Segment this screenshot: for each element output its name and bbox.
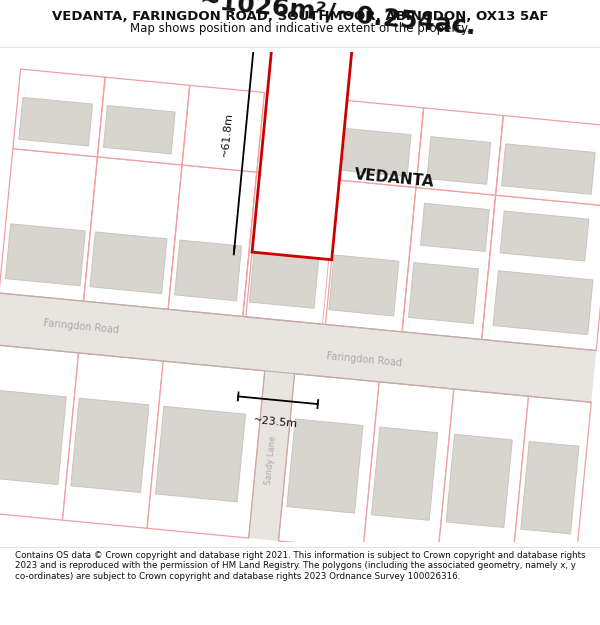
Polygon shape xyxy=(252,23,354,260)
Polygon shape xyxy=(322,180,416,332)
Polygon shape xyxy=(19,98,92,146)
Text: ~1026m²/~0.254ac.: ~1026m²/~0.254ac. xyxy=(197,0,477,39)
Polygon shape xyxy=(175,240,242,301)
Polygon shape xyxy=(337,100,424,188)
Polygon shape xyxy=(502,144,595,194)
Polygon shape xyxy=(83,157,182,309)
Text: Contains OS data © Crown copyright and database right 2021. This information is : Contains OS data © Crown copyright and d… xyxy=(15,551,586,581)
Polygon shape xyxy=(493,271,593,334)
Text: Map shows position and indicative extent of the property.: Map shows position and indicative extent… xyxy=(130,22,470,35)
Polygon shape xyxy=(287,419,363,513)
Polygon shape xyxy=(446,434,512,528)
Polygon shape xyxy=(438,389,529,564)
Polygon shape xyxy=(90,232,167,294)
Polygon shape xyxy=(500,211,589,261)
Polygon shape xyxy=(0,390,67,484)
Polygon shape xyxy=(512,396,591,569)
Polygon shape xyxy=(416,108,503,195)
Polygon shape xyxy=(168,165,257,316)
Polygon shape xyxy=(147,361,265,538)
Polygon shape xyxy=(246,92,347,324)
Polygon shape xyxy=(97,78,190,165)
Text: Faringdon Road: Faringdon Road xyxy=(43,318,119,336)
Polygon shape xyxy=(248,371,295,541)
Text: VEDANTA: VEDANTA xyxy=(354,167,436,189)
Polygon shape xyxy=(482,195,600,351)
Polygon shape xyxy=(249,248,319,308)
Polygon shape xyxy=(371,427,437,520)
Polygon shape xyxy=(13,69,105,157)
Polygon shape xyxy=(363,382,454,556)
Polygon shape xyxy=(5,224,85,286)
Polygon shape xyxy=(0,345,79,520)
Polygon shape xyxy=(427,137,491,184)
Polygon shape xyxy=(329,255,399,316)
Polygon shape xyxy=(343,129,411,177)
Polygon shape xyxy=(496,116,600,206)
Polygon shape xyxy=(71,398,149,492)
Polygon shape xyxy=(0,293,596,402)
Polygon shape xyxy=(409,262,479,324)
Polygon shape xyxy=(62,353,163,528)
Text: Faringdon Road: Faringdon Road xyxy=(326,351,403,368)
Polygon shape xyxy=(182,86,265,172)
Text: ~61.8m: ~61.8m xyxy=(220,111,235,157)
Polygon shape xyxy=(278,374,379,549)
Text: ~23.5m: ~23.5m xyxy=(253,415,299,429)
Text: VEDANTA, FARINGDON ROAD, SOUTHMOOR, ABINGDON, OX13 5AF: VEDANTA, FARINGDON ROAD, SOUTHMOOR, ABIN… xyxy=(52,10,548,23)
Polygon shape xyxy=(0,149,97,301)
Text: Sandy Lane: Sandy Lane xyxy=(265,435,278,485)
Polygon shape xyxy=(402,188,496,339)
Polygon shape xyxy=(243,172,337,324)
Polygon shape xyxy=(521,441,579,534)
Polygon shape xyxy=(421,203,489,251)
Polygon shape xyxy=(155,406,245,502)
Polygon shape xyxy=(103,106,175,154)
